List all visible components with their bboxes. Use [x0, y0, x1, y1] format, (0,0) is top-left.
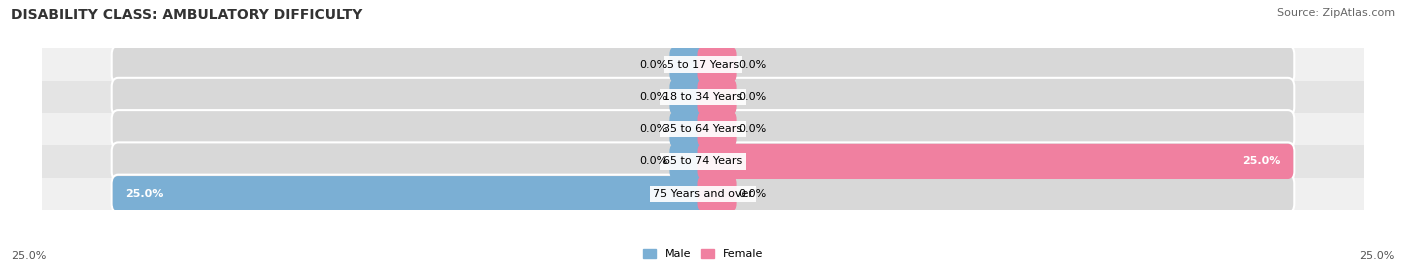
- FancyBboxPatch shape: [669, 112, 709, 147]
- FancyBboxPatch shape: [111, 45, 1295, 84]
- Legend: Male, Female: Male, Female: [638, 244, 768, 263]
- FancyBboxPatch shape: [111, 110, 1295, 148]
- FancyBboxPatch shape: [669, 144, 709, 179]
- Text: 25.0%: 25.0%: [1243, 156, 1281, 167]
- Text: 75 Years and over: 75 Years and over: [652, 189, 754, 199]
- FancyBboxPatch shape: [697, 47, 737, 82]
- Bar: [42, 81, 1364, 113]
- Text: 0.0%: 0.0%: [640, 124, 668, 134]
- FancyBboxPatch shape: [112, 176, 709, 211]
- Text: 0.0%: 0.0%: [640, 156, 668, 167]
- FancyBboxPatch shape: [111, 142, 1295, 180]
- Text: 25.0%: 25.0%: [1360, 251, 1395, 261]
- FancyBboxPatch shape: [697, 112, 737, 147]
- Text: 0.0%: 0.0%: [640, 92, 668, 102]
- Text: 65 to 74 Years: 65 to 74 Years: [664, 156, 742, 167]
- Text: 0.0%: 0.0%: [738, 124, 766, 134]
- FancyBboxPatch shape: [697, 176, 737, 211]
- FancyBboxPatch shape: [111, 78, 1295, 116]
- Text: 5 to 17 Years: 5 to 17 Years: [666, 59, 740, 70]
- Text: 35 to 64 Years: 35 to 64 Years: [664, 124, 742, 134]
- Text: 0.0%: 0.0%: [640, 59, 668, 70]
- Text: 0.0%: 0.0%: [738, 59, 766, 70]
- Text: DISABILITY CLASS: AMBULATORY DIFFICULTY: DISABILITY CLASS: AMBULATORY DIFFICULTY: [11, 8, 363, 22]
- Bar: [42, 178, 1364, 210]
- Text: 0.0%: 0.0%: [738, 189, 766, 199]
- Text: 0.0%: 0.0%: [738, 92, 766, 102]
- FancyBboxPatch shape: [111, 175, 1295, 213]
- Bar: [42, 145, 1364, 178]
- Text: 25.0%: 25.0%: [125, 189, 163, 199]
- FancyBboxPatch shape: [697, 144, 1294, 179]
- Bar: [42, 113, 1364, 145]
- Text: Source: ZipAtlas.com: Source: ZipAtlas.com: [1277, 8, 1395, 18]
- Text: 25.0%: 25.0%: [11, 251, 46, 261]
- FancyBboxPatch shape: [669, 47, 709, 82]
- Bar: [42, 48, 1364, 81]
- FancyBboxPatch shape: [697, 79, 737, 114]
- FancyBboxPatch shape: [669, 79, 709, 114]
- Text: 18 to 34 Years: 18 to 34 Years: [664, 92, 742, 102]
